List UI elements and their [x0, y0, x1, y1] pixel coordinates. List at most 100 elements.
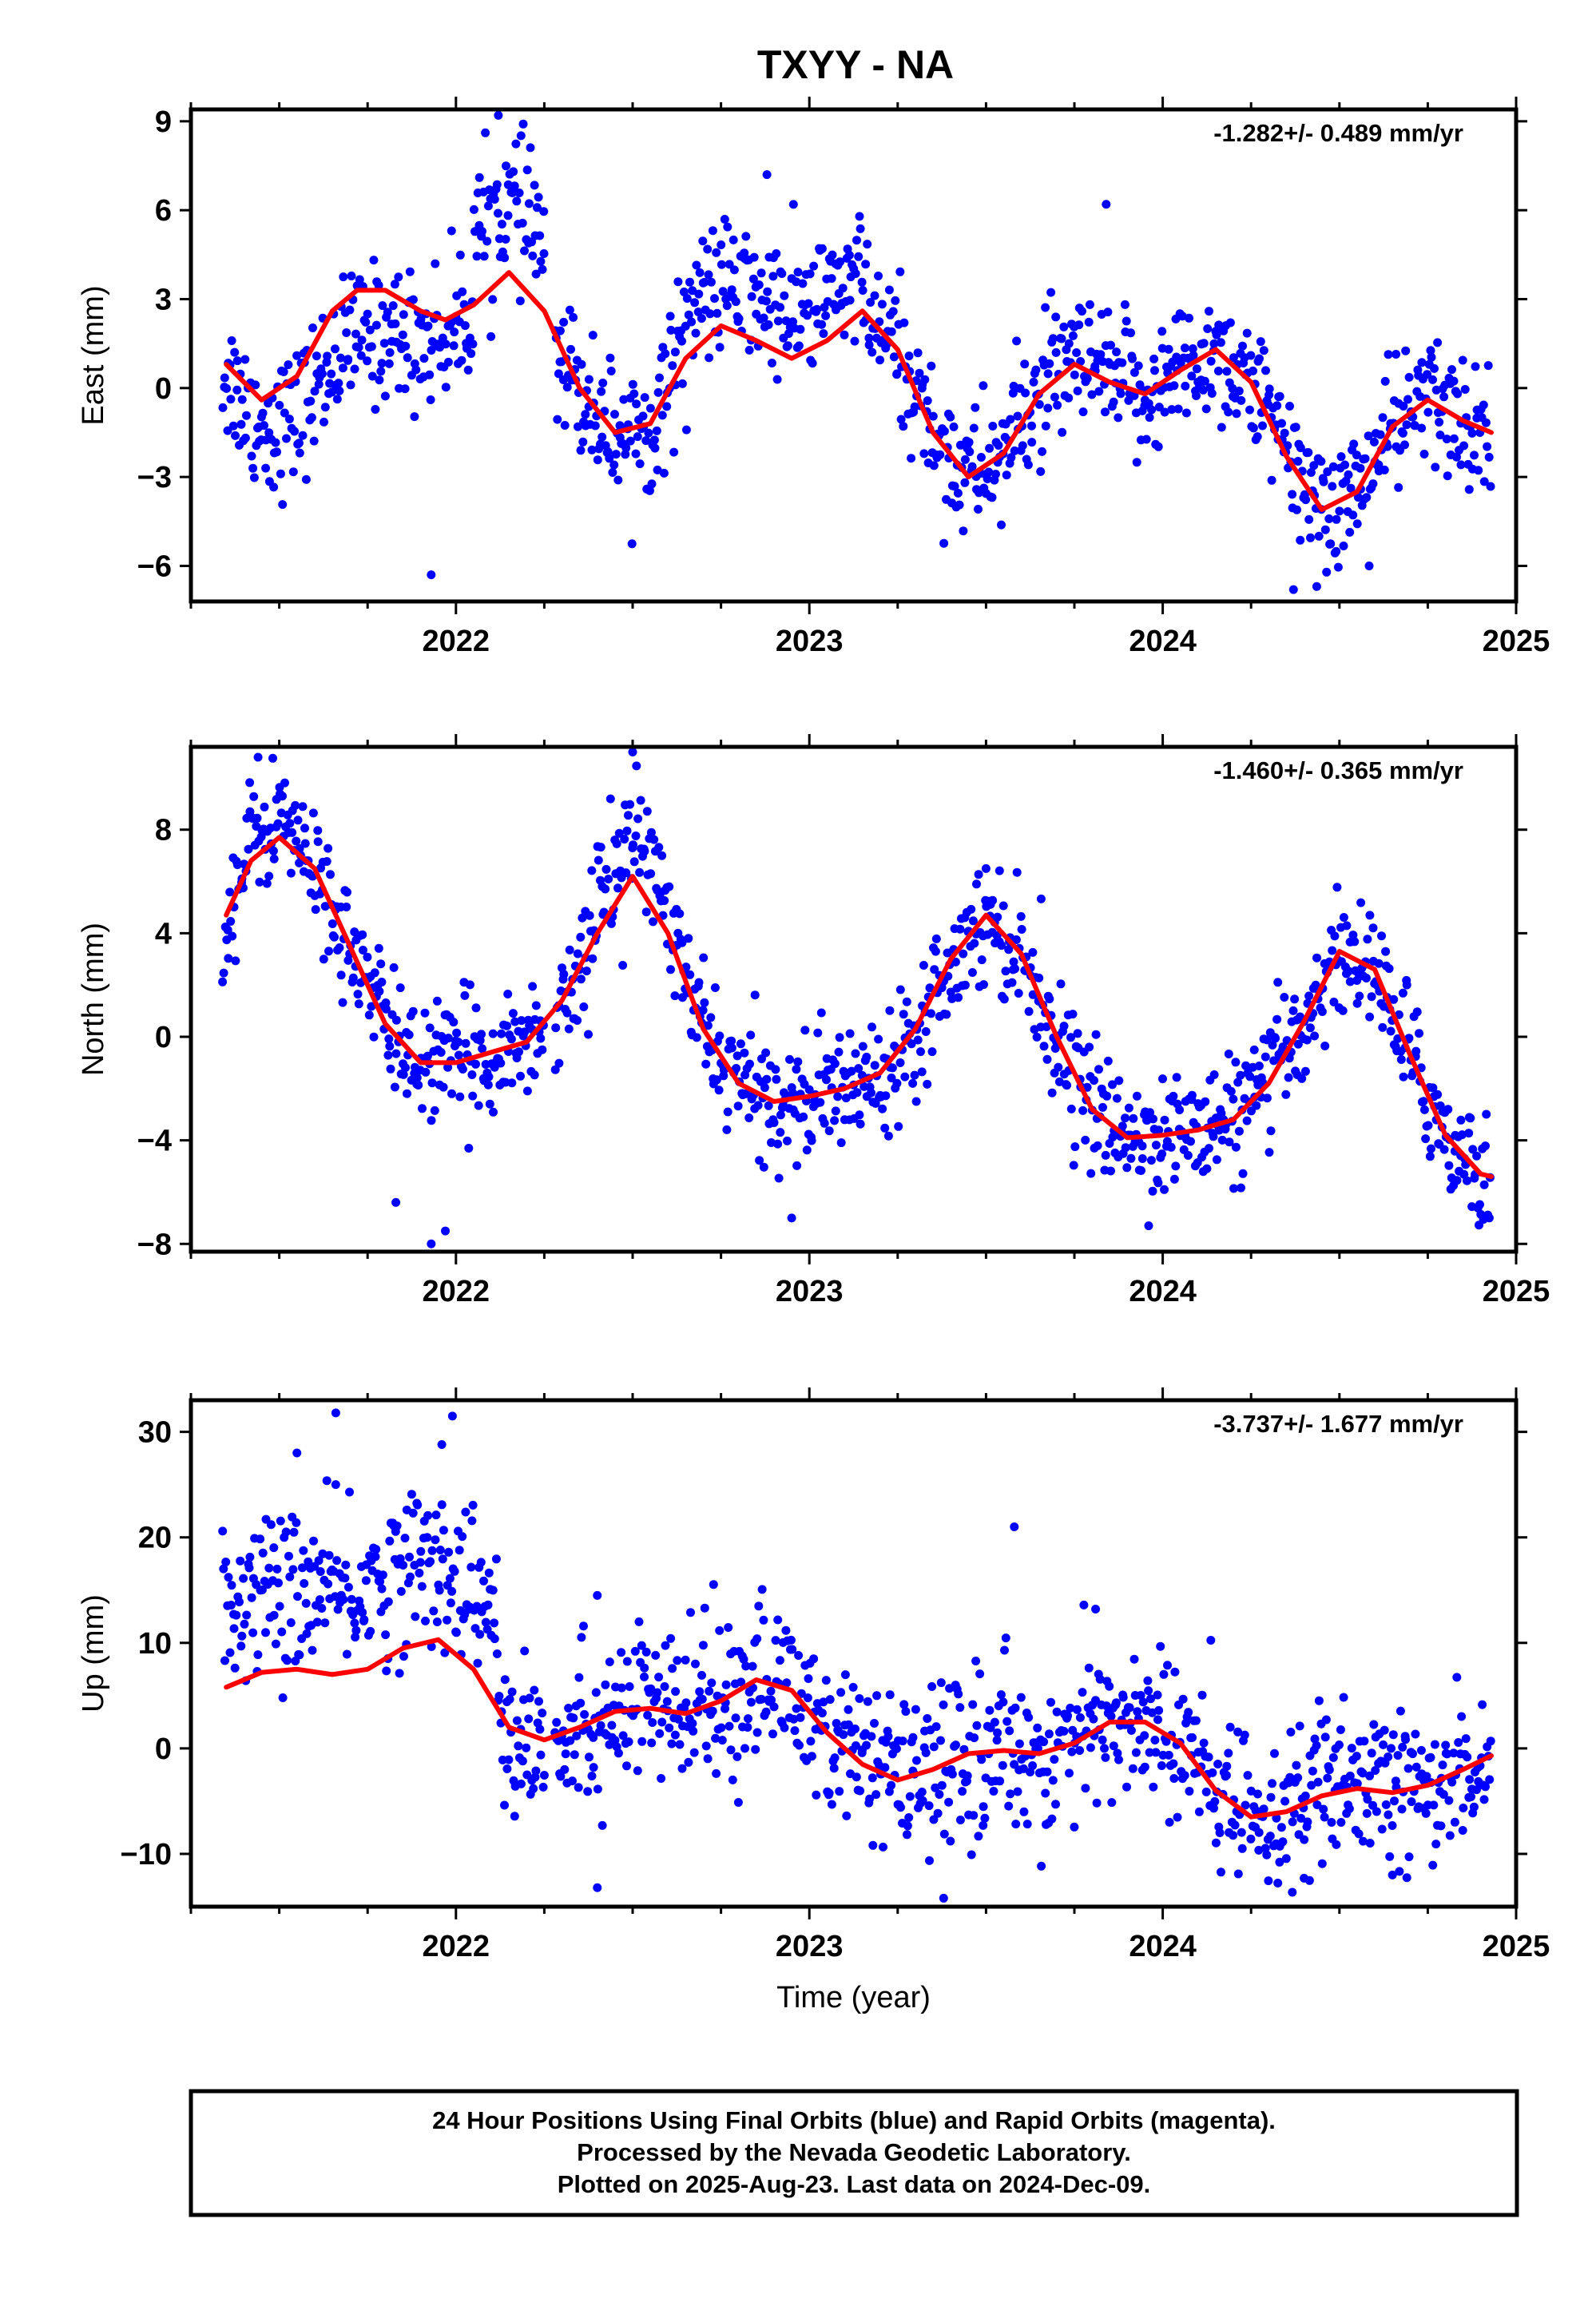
- up-data-point: [1313, 1777, 1323, 1787]
- east-data-point: [1205, 307, 1213, 316]
- north-data-point: [358, 946, 367, 955]
- up-data-point: [969, 1811, 979, 1820]
- up-data-point: [253, 1650, 263, 1660]
- east-data-point: [1479, 477, 1489, 486]
- east-data-point: [756, 268, 766, 278]
- north-data-point: [1428, 1083, 1438, 1093]
- north-data-point: [395, 983, 405, 993]
- north-data-point: [1419, 1105, 1429, 1114]
- up-data-point: [803, 1693, 812, 1703]
- east-data-point: [1116, 389, 1126, 399]
- up-data-point: [844, 1720, 853, 1729]
- up-data-point: [1100, 1744, 1109, 1753]
- north-data-point: [1317, 1007, 1327, 1016]
- up-data-point: [695, 1687, 705, 1697]
- north-outlier-point: [628, 747, 637, 756]
- up-data-point: [827, 1800, 836, 1809]
- east-data-point: [334, 379, 343, 388]
- east-data-point: [1046, 288, 1056, 297]
- east-data-point: [899, 422, 908, 431]
- up-data-point: [278, 1693, 288, 1702]
- east-data-point: [964, 438, 974, 447]
- east-data-point: [827, 274, 836, 284]
- up-data-point: [1230, 1820, 1240, 1830]
- up-data-point: [1307, 1780, 1316, 1790]
- east-data-point: [1368, 479, 1378, 489]
- north-data-point: [785, 1054, 794, 1064]
- north-data-point: [816, 1097, 825, 1107]
- north-data-point: [706, 1013, 716, 1022]
- east-data-point: [378, 301, 387, 311]
- up-data-point: [1472, 1785, 1481, 1795]
- east-data-point: [308, 323, 317, 332]
- east-data-point: [976, 453, 986, 462]
- up-data-point: [455, 1546, 464, 1555]
- north-data-point: [799, 1112, 808, 1121]
- up-data-point: [1140, 1762, 1149, 1772]
- up-data-point: [721, 1680, 731, 1689]
- up-data-point: [709, 1580, 718, 1590]
- north-data-point: [538, 1045, 547, 1054]
- up-data-point: [684, 1757, 693, 1767]
- east-data-point: [662, 402, 672, 411]
- east-data-point: [593, 455, 602, 465]
- east-data-point: [669, 447, 679, 457]
- east-data-point: [1101, 407, 1110, 417]
- up-data-point: [821, 1676, 831, 1685]
- north-data-point: [1122, 1163, 1132, 1173]
- east-data-point: [1320, 525, 1330, 534]
- east-data-point: [1059, 322, 1069, 331]
- east-data-point: [949, 422, 959, 431]
- up-x-tick-label: 2024: [1129, 1930, 1197, 1963]
- up-outlier-point: [1091, 1605, 1101, 1614]
- up-data-point: [1169, 1759, 1178, 1768]
- up-data-point: [998, 1760, 1007, 1770]
- north-data-point: [1212, 1155, 1221, 1165]
- east-data-point: [928, 411, 938, 421]
- up-data-point: [443, 1615, 452, 1625]
- up-data-point: [1002, 1717, 1012, 1726]
- north-data-point: [1472, 1151, 1482, 1161]
- up-data-point: [990, 1717, 999, 1727]
- up-data-point: [468, 1500, 478, 1510]
- east-data-point: [1456, 460, 1466, 470]
- up-outlier-point: [292, 1448, 302, 1458]
- north-data-point: [1118, 1121, 1127, 1131]
- up-data-point: [240, 1619, 249, 1629]
- east-data-point: [331, 344, 339, 354]
- north-data-point: [998, 901, 1008, 911]
- up-data-point: [309, 1536, 318, 1546]
- east-data-point: [1249, 423, 1258, 433]
- north-data-point: [363, 952, 372, 962]
- east-data-point: [1048, 334, 1058, 343]
- up-data-point: [529, 1784, 538, 1793]
- east-data-point: [272, 447, 281, 457]
- east-data-point: [613, 475, 623, 485]
- north-data-point: [565, 945, 574, 955]
- north-data-point: [923, 1079, 932, 1089]
- up-data-point: [451, 1628, 461, 1637]
- north-data-point: [348, 973, 358, 982]
- up-data-point: [500, 1800, 509, 1810]
- up-data-point: [625, 1682, 634, 1691]
- east-data-point: [953, 488, 963, 498]
- up-data-point: [219, 1564, 228, 1574]
- north-data-point: [913, 1035, 923, 1045]
- east-data-point: [631, 449, 641, 458]
- up-data-point: [1180, 1771, 1189, 1780]
- east-data-point: [915, 368, 924, 378]
- east-data-point: [363, 356, 372, 366]
- up-data-point: [993, 1728, 1002, 1737]
- north-data-point: [286, 868, 296, 878]
- east-data-point: [645, 486, 654, 495]
- east-data-point: [1192, 391, 1201, 400]
- up-data-point: [1295, 1721, 1304, 1731]
- up-data-point: [1128, 1764, 1137, 1773]
- east-data-point: [603, 447, 613, 456]
- east-data-point: [1452, 452, 1461, 462]
- up-data-point: [640, 1663, 649, 1673]
- up-data-point: [1275, 1857, 1284, 1867]
- east-y-tick-label: 9: [155, 105, 172, 139]
- east-data-point: [638, 411, 648, 421]
- east-data-point: [979, 381, 988, 391]
